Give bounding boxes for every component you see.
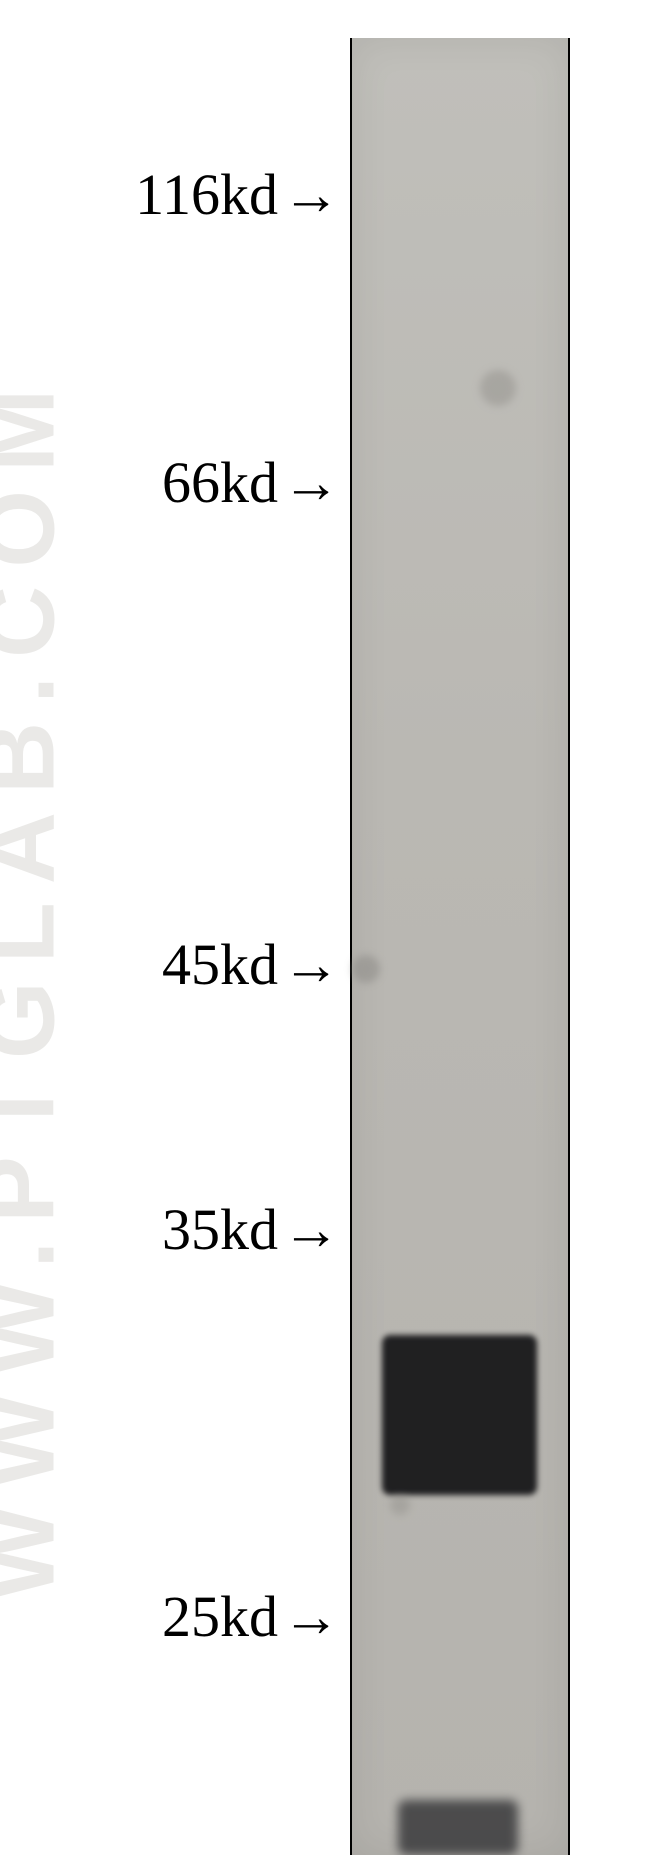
mw-marker-label: 45kd xyxy=(162,931,278,998)
mw-marker-25kd: 25kd→ xyxy=(162,1583,340,1650)
blemish-2 xyxy=(390,1495,410,1515)
western-blot-figure: WWW.PTGLAB.COM 116kd→66kd→45kd→35kd→25kd… xyxy=(0,0,650,1855)
blemish-0 xyxy=(480,370,516,406)
watermark-text: WWW.PTGLAB.COM xyxy=(0,370,78,1600)
mw-marker-label: 66kd xyxy=(162,449,278,516)
mw-marker-label: 35kd xyxy=(162,1196,278,1263)
blemish-1 xyxy=(352,955,380,983)
protein-band-0 xyxy=(382,1335,537,1495)
arrow-right-icon: → xyxy=(282,166,340,224)
arrow-right-icon: → xyxy=(282,1201,340,1259)
arrow-right-icon: → xyxy=(282,936,340,994)
protein-band-1 xyxy=(398,1800,518,1855)
arrow-right-icon: → xyxy=(282,454,340,512)
mw-marker-116kd: 116kd→ xyxy=(135,161,340,228)
mw-marker-66kd: 66kd→ xyxy=(162,449,340,516)
blot-lane xyxy=(350,38,570,1855)
watermark-label: WWW.PTGLAB.COM xyxy=(0,370,76,1600)
arrow-right-icon: → xyxy=(282,1588,340,1646)
mw-marker-35kd: 35kd→ xyxy=(162,1196,340,1263)
mw-marker-label: 116kd xyxy=(135,161,278,228)
mw-marker-label: 25kd xyxy=(162,1583,278,1650)
mw-marker-45kd: 45kd→ xyxy=(162,931,340,998)
